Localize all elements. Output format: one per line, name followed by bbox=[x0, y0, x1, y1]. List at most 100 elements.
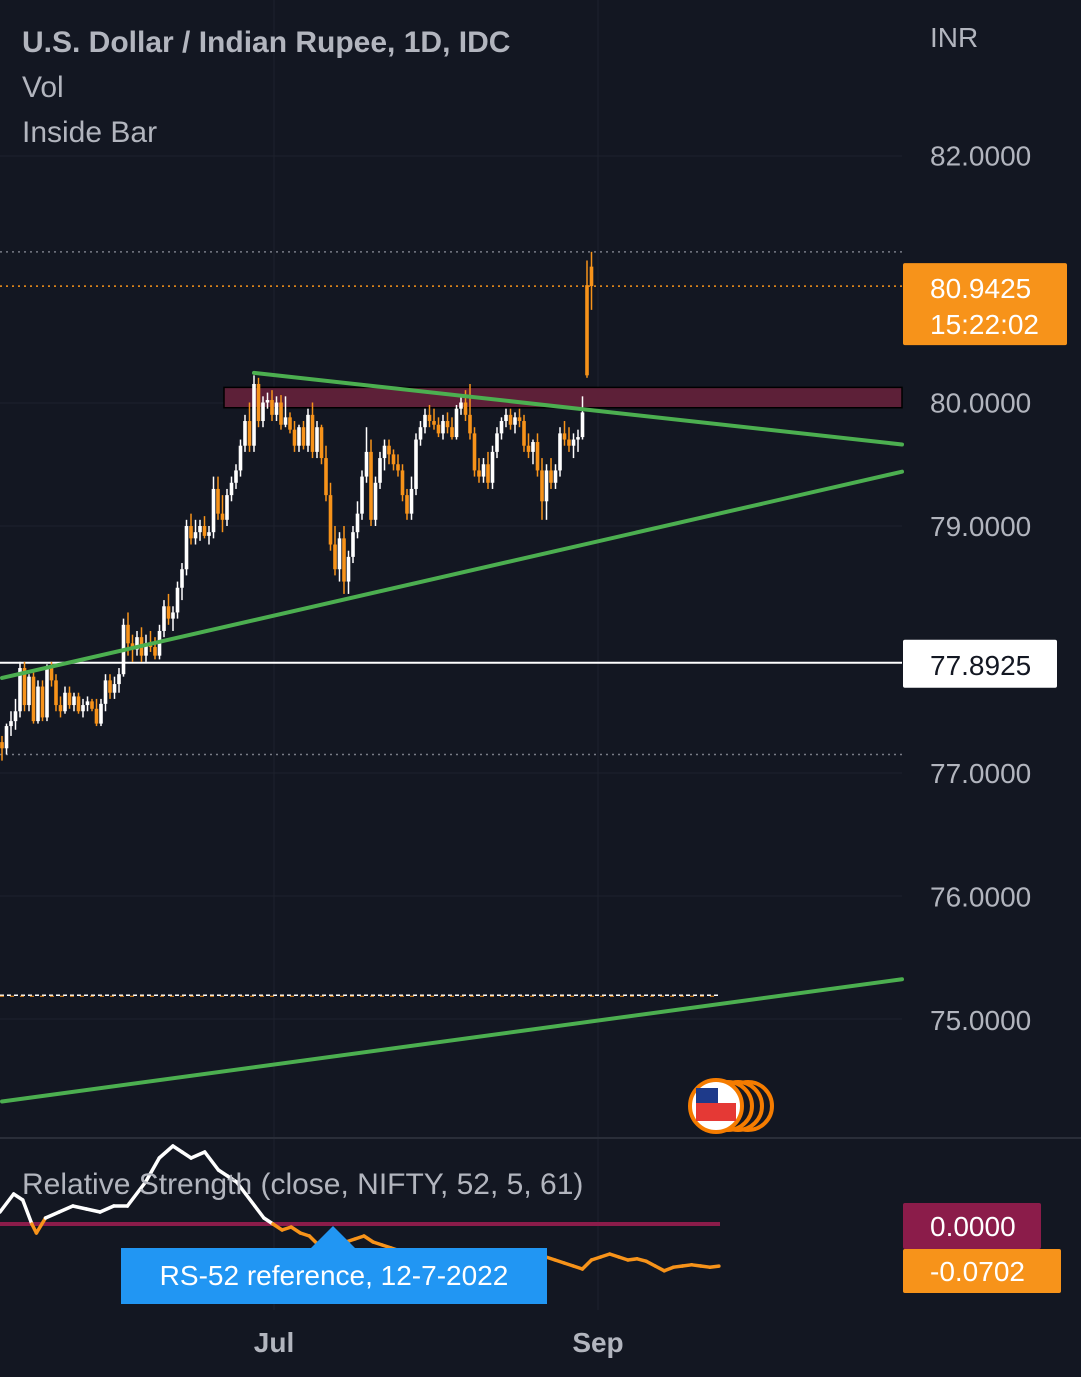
candle bbox=[153, 637, 157, 660]
candle bbox=[45, 664, 49, 722]
candle bbox=[81, 698, 85, 718]
candle bbox=[189, 513, 193, 545]
candle bbox=[432, 408, 436, 430]
candle bbox=[481, 458, 486, 483]
candle bbox=[337, 532, 342, 582]
candle bbox=[85, 696, 90, 712]
candle bbox=[220, 495, 225, 533]
candle bbox=[391, 449, 396, 471]
candle bbox=[180, 563, 184, 601]
time-tick-label: Sep bbox=[572, 1327, 623, 1358]
candle bbox=[355, 501, 360, 539]
rs-line-segment bbox=[243, 1192, 257, 1208]
candle bbox=[103, 674, 108, 712]
candle bbox=[36, 680, 40, 724]
rs-line-segment bbox=[189, 1150, 207, 1160]
candle bbox=[459, 396, 463, 415]
rs-line-segment bbox=[289, 1225, 303, 1235]
candle bbox=[562, 421, 567, 446]
candle bbox=[216, 476, 220, 520]
candle bbox=[13, 698, 18, 730]
candle bbox=[373, 476, 378, 526]
candle bbox=[427, 404, 432, 428]
rs-title[interactable]: Relative Strength (close, NIFTY, 52, 5, … bbox=[22, 1168, 584, 1201]
flag-canton-icon bbox=[696, 1088, 718, 1103]
rs-line-segment bbox=[225, 1174, 239, 1184]
rs-line-segment bbox=[143, 1156, 161, 1184]
candle bbox=[346, 550, 351, 594]
rs-line-segment bbox=[157, 1144, 175, 1160]
vol-legend[interactable]: Vol bbox=[22, 71, 64, 104]
rs-line-segment bbox=[11, 1192, 25, 1202]
candle bbox=[553, 464, 558, 489]
rs-line-segment bbox=[271, 1222, 284, 1232]
candle bbox=[90, 698, 94, 712]
rs-line-segment bbox=[708, 1264, 721, 1269]
price-axis: 82.0000 80.0000 79.0000 77.0000 76.0000 75.00… bbox=[903, 141, 1067, 1036]
last-price-badge bbox=[903, 263, 1067, 346]
candle bbox=[270, 390, 274, 422]
candle bbox=[234, 464, 238, 489]
candle bbox=[409, 476, 414, 520]
candle bbox=[175, 581, 180, 619]
candle bbox=[144, 634, 148, 662]
last-price-label: 80.9425 bbox=[930, 273, 1031, 304]
candle bbox=[526, 433, 531, 459]
rs-reference-tooltip: RS-52 reference, 12-7-2022 bbox=[121, 1226, 547, 1304]
candle bbox=[198, 519, 202, 541]
trendline-upper bbox=[252, 370, 904, 447]
candle bbox=[207, 526, 211, 545]
candle bbox=[558, 427, 562, 477]
candle bbox=[405, 488, 409, 520]
inside-bar-legend[interactable]: Inside Bar bbox=[22, 116, 158, 149]
candle bbox=[166, 593, 171, 625]
rs-line-segment bbox=[580, 1258, 594, 1271]
candle bbox=[288, 412, 292, 434]
candle bbox=[310, 402, 315, 459]
candle bbox=[27, 674, 31, 712]
symbol-title[interactable]: U.S. Dollar / Indian Rupee, 1D, IDC bbox=[22, 26, 511, 59]
candle bbox=[378, 451, 382, 489]
rs-zero-badge bbox=[903, 1203, 1041, 1249]
candle bbox=[468, 383, 472, 440]
rs-line-segment bbox=[180, 1150, 193, 1160]
price-tick-label: 79.0000 bbox=[930, 511, 1031, 542]
candle bbox=[94, 698, 99, 727]
candle bbox=[148, 630, 153, 652]
candle bbox=[162, 600, 166, 638]
candle bbox=[256, 377, 261, 428]
event-flags[interactable] bbox=[688, 1078, 774, 1134]
candle bbox=[396, 454, 400, 477]
rs-line-segment bbox=[216, 1168, 230, 1178]
level-label: 77.8925 bbox=[930, 650, 1031, 681]
candle bbox=[418, 421, 423, 446]
candle bbox=[580, 396, 585, 440]
candle bbox=[108, 674, 112, 699]
candle bbox=[193, 519, 198, 545]
candle bbox=[301, 421, 306, 450]
rs-value-badge bbox=[903, 1249, 1061, 1293]
candle bbox=[576, 429, 580, 452]
candle bbox=[121, 618, 126, 677]
candle bbox=[544, 464, 549, 520]
candle bbox=[76, 692, 81, 714]
candle bbox=[472, 427, 477, 477]
rs-line-segment bbox=[262, 1216, 275, 1226]
resistance-zone bbox=[223, 386, 903, 409]
candle bbox=[319, 424, 324, 465]
candle bbox=[540, 458, 544, 520]
candle bbox=[279, 395, 283, 430]
candle bbox=[265, 392, 270, 409]
candle bbox=[283, 396, 288, 428]
rs-line-segment bbox=[43, 1210, 61, 1220]
candle bbox=[135, 630, 139, 656]
candle bbox=[531, 439, 535, 465]
rs-line-segment bbox=[0, 1192, 16, 1214]
rs-line-segment bbox=[84, 1207, 102, 1214]
rs-line-segment bbox=[98, 1204, 116, 1214]
candle bbox=[441, 414, 445, 440]
candle bbox=[549, 458, 553, 489]
candle bbox=[54, 674, 58, 712]
candlesticks bbox=[0, 251, 594, 761]
rs-line-segment bbox=[171, 1144, 184, 1154]
